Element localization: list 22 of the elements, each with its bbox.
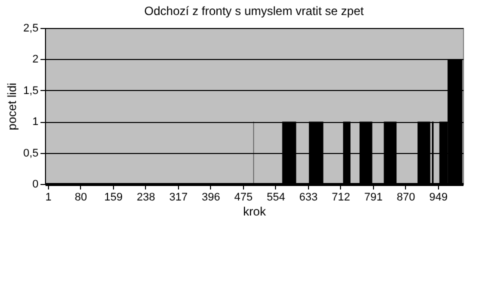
x-tick-label: 633: [299, 192, 318, 204]
x-tick-label: 80: [74, 192, 88, 204]
y-tick-label: 2: [32, 54, 38, 66]
x-tick-label: 238: [136, 192, 156, 204]
y-tick-label: 2,5: [23, 22, 38, 34]
y-tick-label: 1: [32, 116, 38, 128]
x-tick-label: 396: [202, 192, 220, 204]
x-tick-label: 949: [429, 192, 448, 204]
x-tick-label: 791: [364, 192, 383, 204]
x-tick-label: 475: [234, 192, 253, 204]
y-axis-title: pocet lidi: [5, 82, 20, 130]
y-tick-label: 1,5: [23, 84, 38, 97]
x-tick-label: 317: [169, 192, 188, 204]
chart-title: Odchozí z fronty s umyslem vratit se zpet: [144, 4, 364, 18]
x-axis-title: krok: [243, 204, 267, 218]
x-tick-label: 554: [266, 192, 286, 204]
x-tick-label: 712: [332, 192, 350, 204]
y-tick-label: 0: [32, 178, 38, 190]
x-tick-label: 159: [104, 192, 123, 204]
x-tick-label: 870: [396, 192, 416, 204]
x-tick-label: 1: [45, 192, 52, 204]
y-tick-label: 0,5: [23, 147, 38, 160]
